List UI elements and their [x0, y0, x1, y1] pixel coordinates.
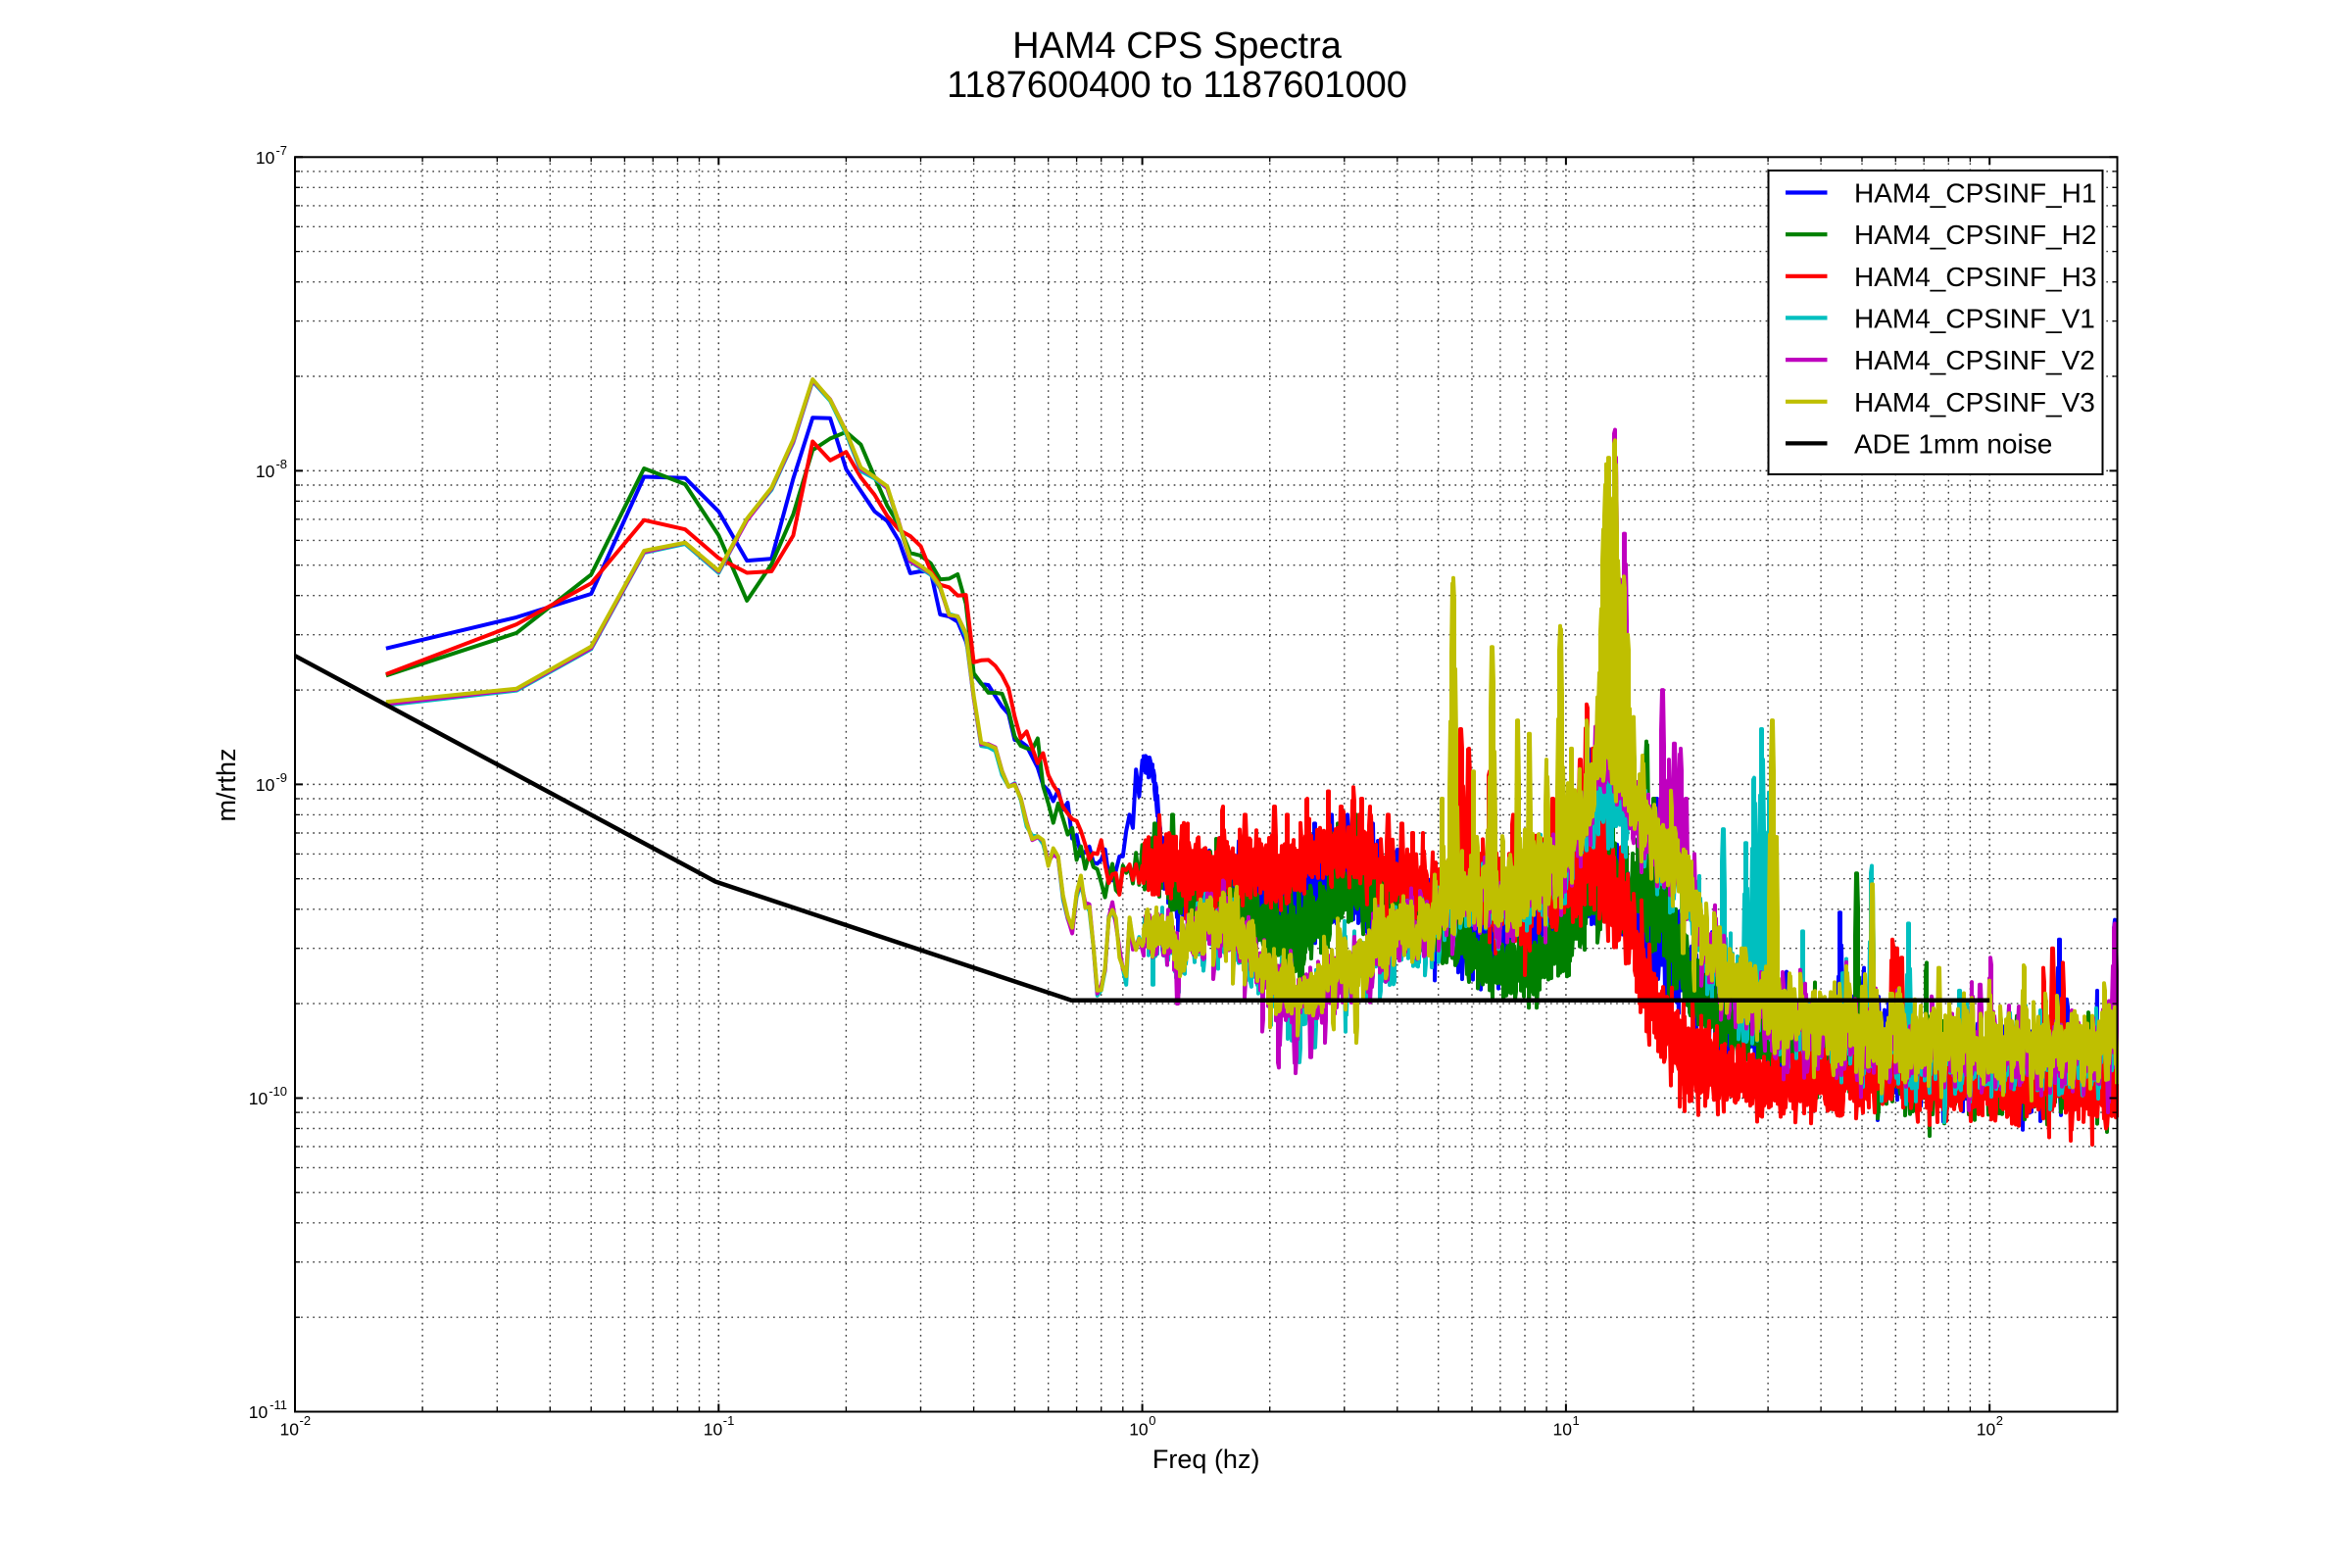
svg-text:10: 10 [704, 1420, 723, 1440]
svg-text:1: 1 [1573, 1413, 1580, 1428]
svg-text:HAM4 CPS Spectra: HAM4 CPS Spectra [1012, 25, 1343, 67]
svg-text:10: 10 [280, 1420, 300, 1440]
svg-text:HAM4_CPSINF_H2: HAM4_CPSINF_H2 [1854, 220, 2096, 250]
svg-text:10: 10 [1977, 1420, 1996, 1440]
svg-text:10: 10 [256, 775, 275, 795]
svg-text:10: 10 [256, 148, 275, 168]
svg-text:-7: -7 [275, 143, 287, 158]
svg-text:HAM4_CPSINF_V1: HAM4_CPSINF_V1 [1854, 303, 2095, 333]
svg-text:1187600400 to 1187601000: 1187600400 to 1187601000 [947, 65, 1407, 106]
svg-text:10: 10 [1129, 1420, 1149, 1440]
svg-text:HAM4_CPSINF_V2: HAM4_CPSINF_V2 [1854, 345, 2095, 375]
svg-text:-2: -2 [300, 1413, 312, 1428]
svg-text:m/rthz: m/rthz [212, 748, 241, 821]
svg-text:10: 10 [249, 1402, 269, 1422]
svg-text:-8: -8 [275, 457, 287, 471]
svg-text:HAM4_CPSINF_H1: HAM4_CPSINF_H1 [1854, 178, 2096, 209]
svg-text:HAM4_CPSINF_V3: HAM4_CPSINF_V3 [1854, 387, 2095, 417]
svg-text:-11: -11 [270, 1397, 287, 1412]
svg-text:0: 0 [1149, 1413, 1155, 1428]
svg-text:-10: -10 [269, 1084, 287, 1099]
svg-text:2: 2 [1996, 1413, 2003, 1428]
svg-text:-1: -1 [723, 1413, 735, 1428]
svg-text:Freq (hz): Freq (hz) [1152, 1445, 1260, 1474]
svg-text:-9: -9 [275, 770, 287, 785]
svg-text:10: 10 [249, 1089, 269, 1108]
svg-text:10: 10 [1553, 1420, 1573, 1440]
svg-text:HAM4_CPSINF_H3: HAM4_CPSINF_H3 [1854, 262, 2096, 292]
svg-text:ADE 1mm noise: ADE 1mm noise [1854, 428, 2052, 459]
svg-text:10: 10 [256, 462, 275, 481]
